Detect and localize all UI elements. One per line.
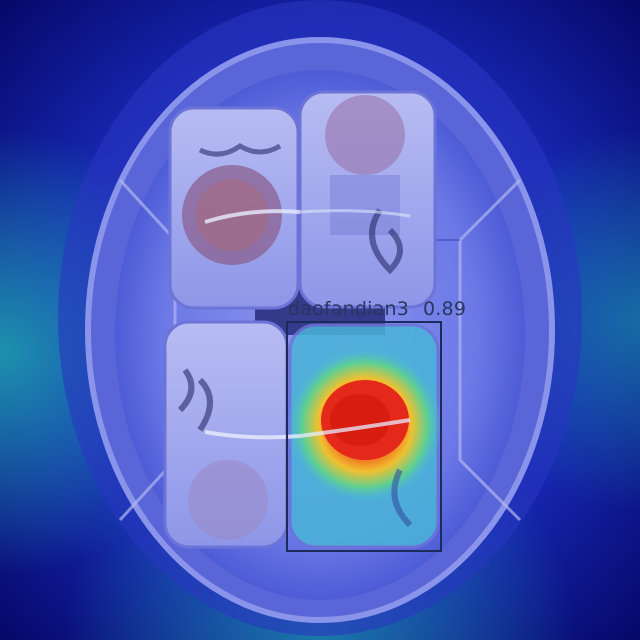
detection-bounding-box <box>286 321 442 552</box>
detection-label: daofandian3 0.89 <box>288 296 466 322</box>
detection-class-name: daofandian3 <box>288 298 410 320</box>
food-tray-bottom-right <box>287 323 443 549</box>
food-tray-top-left <box>168 106 300 310</box>
detection-score: 0.89 <box>423 298 467 320</box>
food-tray-top-right <box>298 90 437 309</box>
